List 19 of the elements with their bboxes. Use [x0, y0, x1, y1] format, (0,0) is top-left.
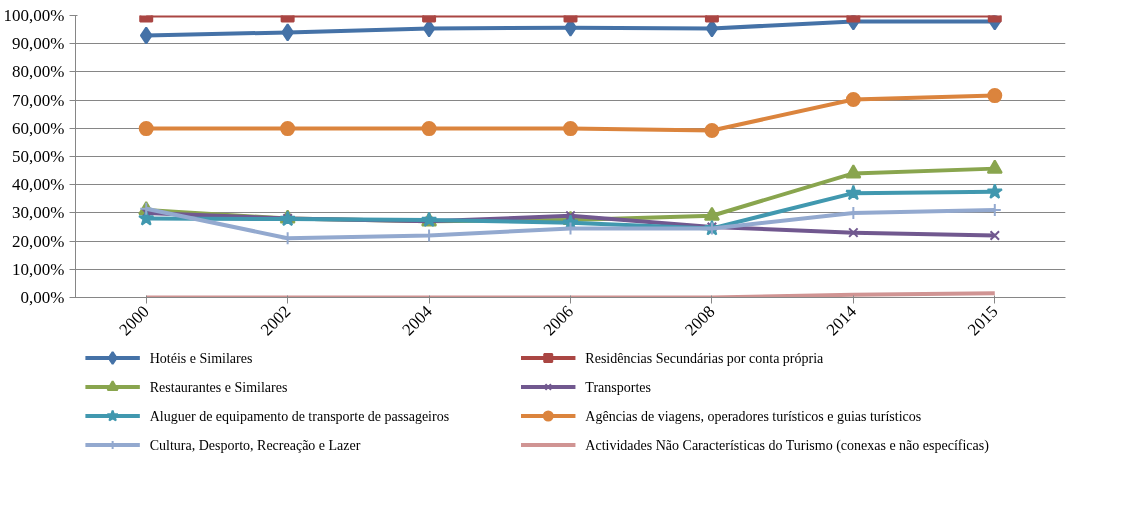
legend-label: Residências Secundárias por conta própria: [585, 350, 825, 366]
legend-label: Transportes: [585, 379, 651, 395]
y-tick-label: 10,00%: [12, 259, 65, 279]
legend-label: Restaurantes e Similares: [149, 379, 288, 395]
legend-label: Hotéis e Similares: [149, 350, 253, 366]
y-tick-label: 50,00%: [12, 147, 65, 166]
legend-label: Aluguer de equipamento de transporte de passageiros: [149, 408, 450, 424]
legend-label: Agências de viagens, operadores turísticos e guias turísticos: [585, 408, 922, 424]
y-tick-label: 0,00%: [20, 288, 65, 307]
y-tick-label: 90,00%: [12, 34, 65, 54]
y-tick-label: 40,00%: [12, 175, 65, 195]
y-tick-label: 60,00%: [12, 118, 65, 138]
y-tick-label: 100,00%: [3, 6, 65, 25]
y-tick-label: 80,00%: [12, 62, 65, 82]
y-tick-label: 70,00%: [12, 90, 65, 110]
y-tick-label: 30,00%: [12, 203, 65, 223]
legend-label: Cultura, Desporto, Recreação e Lazer: [149, 437, 361, 453]
y-tick-label: 20,00%: [12, 231, 65, 251]
legend-label: Actividades Não Características do Turismo (conexas e não específicas): [585, 437, 990, 454]
